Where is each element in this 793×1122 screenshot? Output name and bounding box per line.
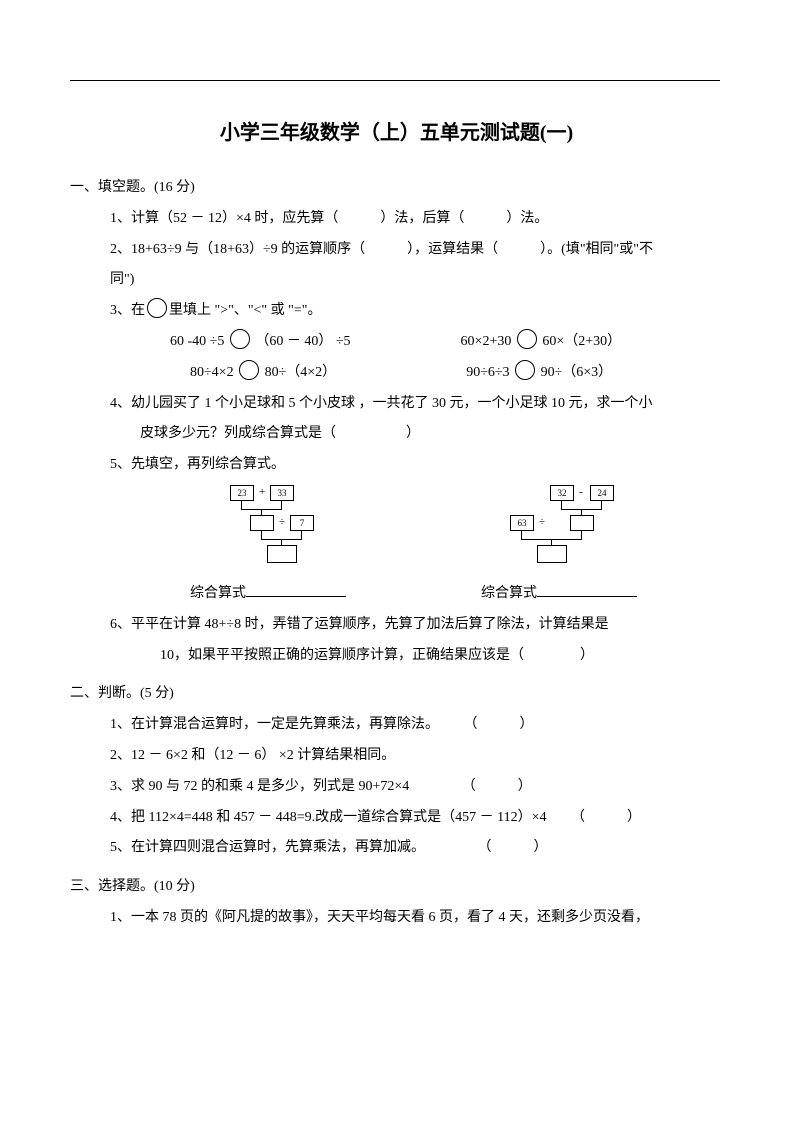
- top-rule: [70, 80, 720, 81]
- plus-icon: +: [259, 487, 265, 498]
- compound-label-2: 综合算式: [481, 586, 537, 601]
- cmp-2a: 60×2+30: [461, 334, 512, 349]
- tree1-box-c: 7: [290, 515, 314, 531]
- q1-2: 2、18+63÷9 与（18+63）÷9 的运算顺序（ ），运算结果（ ）。(填…: [70, 235, 723, 266]
- q1-6b: 10，如果平平按照正确的运算顺序计算，正确结果应该是（ ）: [70, 641, 723, 672]
- cmp-3a: 80÷4×2: [190, 365, 234, 380]
- tree-diagrams: 23 + 33 ÷ 7 32 - 24 63 ÷: [70, 485, 723, 575]
- circle-icon: [147, 298, 167, 318]
- judge-blank[interactable]: （ ）: [429, 833, 548, 864]
- compare-row-1: 60 -40 ÷5 （60 － 40） ÷5 60×2+30 60×（2+30）: [70, 327, 723, 358]
- compare-row-2: 80÷4×2 80÷（4×2） 90÷6÷3 90÷（6×3）: [70, 358, 723, 389]
- q1-2b: 同"): [70, 265, 723, 296]
- page-title: 小学三年级数学（上）五单元测试题(一): [70, 111, 723, 155]
- q2-2: 2、12 － 6×2 和（12 － 6） ×2 计算结果相同。: [70, 741, 723, 772]
- q2-3: 3、求 90 与 72 的和乘 4 是多少，列式是 90+72×4 （ ）: [70, 772, 723, 803]
- judge-blank[interactable]: （ ）: [413, 772, 532, 803]
- tree1-box-mid: [250, 515, 274, 531]
- section-3-head: 三、选择题。(10 分): [70, 872, 723, 903]
- q1-4b: 皮球多少元？列成综合算式是（ ）: [70, 419, 723, 450]
- tree-2: 32 - 24 63 ÷: [490, 485, 650, 575]
- section-2-head: 二、判断。(5 分): [70, 679, 723, 710]
- cmp-1b: （60 － 40） ÷5: [255, 334, 350, 349]
- tree2-box-a: 32: [550, 485, 574, 501]
- tree2-box-out: [537, 545, 567, 563]
- cmp-3b: 80÷（4×2）: [265, 365, 337, 380]
- blank-line[interactable]: [246, 582, 346, 597]
- compound-1: 综合算式: [190, 579, 346, 610]
- blank-line[interactable]: [537, 582, 637, 597]
- q1-6: 6、平平在计算 48+÷8 时，弄错了运算顺序，先算了加法后算了除法，计算结果是: [70, 610, 723, 641]
- q1-5: 5、先填空，再列综合算式。: [70, 450, 723, 481]
- judge-blank[interactable]: （ ）: [550, 803, 641, 834]
- compound-label-1: 综合算式: [190, 586, 246, 601]
- cmp-2: 60×2+30 60×（2+30）: [461, 327, 622, 358]
- q2-4-text: 4、把 112×4=448 和 457 － 448=9.改成一道综合算式是（45…: [110, 810, 547, 825]
- cmp-4b: 90÷（6×3）: [541, 365, 613, 380]
- cmp-2b: 60×（2+30）: [542, 334, 621, 349]
- tree2-box-mid: [570, 515, 594, 531]
- q2-1: 1、在计算混合运算时，一定是先算乘法，再算除法。 （ ）: [70, 710, 723, 741]
- circle-icon: [230, 329, 250, 349]
- q1-4: 4、幼儿园买了 1 个小足球和 5 个小皮球 ，一共花了 30 元，一个小足球 …: [70, 389, 723, 420]
- cmp-1: 60 -40 ÷5 （60 － 40） ÷5: [170, 327, 351, 358]
- tree1-box-b: 33: [270, 485, 294, 501]
- compound-2: 综合算式: [481, 579, 637, 610]
- circle-icon: [515, 360, 535, 380]
- cmp-4: 90÷6÷3 90÷（6×3）: [466, 358, 612, 389]
- tree2-box-c: 63: [510, 515, 534, 531]
- cmp-3: 80÷4×2 80÷（4×2）: [190, 358, 336, 389]
- tree1-box-a: 23: [230, 485, 254, 501]
- cmp-4a: 90÷6÷3: [466, 365, 509, 380]
- minus-icon: -: [579, 487, 583, 498]
- q1-3: 3、在 里填上 ">"、"<" 或 "="。: [70, 296, 723, 327]
- div-icon: ÷: [539, 517, 545, 528]
- q1-3-b: 里填上 ">"、"<" 或 "="。: [169, 303, 321, 318]
- circle-icon: [239, 360, 259, 380]
- q1-1: 1、计算（52 － 12）×4 时，应先算（ ）法，后算（ ）法。: [70, 204, 723, 235]
- tree1-box-out: [267, 545, 297, 563]
- q2-5: 5、在计算四则混合运算时，先算乘法，再算加减。 （ ）: [70, 833, 723, 864]
- q2-4: 4、把 112×4=448 和 457 － 448=9.改成一道综合算式是（45…: [70, 803, 723, 834]
- plus-icon: ÷: [279, 517, 285, 528]
- judge-blank[interactable]: （ ）: [443, 710, 534, 741]
- q2-5-text: 5、在计算四则混合运算时，先算乘法，再算加减。: [110, 840, 425, 855]
- section-1-head: 一、填空题。(16 分): [70, 173, 723, 204]
- cmp-1a: 60 -40 ÷5: [170, 334, 224, 349]
- q3-1: 1、一本 78 页的《阿凡提的故事》，天天平均每天看 6 页，看了 4 天，还剩…: [70, 903, 723, 934]
- tree-1: 23 + 33 ÷ 7: [210, 485, 370, 575]
- q2-3-text: 3、求 90 与 72 的和乘 4 是多少，列式是 90+72×4: [110, 779, 409, 794]
- compound-labels: 综合算式 综合算式: [70, 579, 723, 610]
- circle-icon: [517, 329, 537, 349]
- q1-3-a: 3、在: [110, 303, 145, 318]
- tree2-box-b: 24: [590, 485, 614, 501]
- q2-1-text: 1、在计算混合运算时，一定是先算乘法，再算除法。: [110, 717, 439, 732]
